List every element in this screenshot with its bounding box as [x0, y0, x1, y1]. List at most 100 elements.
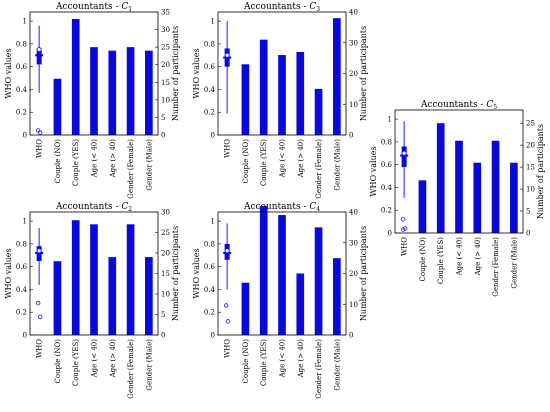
- chart-title-subscript: 5: [493, 104, 497, 111]
- chart-title-text: Accountants -: [243, 2, 309, 12]
- left-tick-label: 0.6: [204, 63, 216, 71]
- right-tick-label: 15: [161, 79, 170, 87]
- y-axis-label-right: Number of participants: [171, 226, 180, 321]
- right-tick-label: 25: [161, 44, 170, 52]
- category-label: Couple (YES): [72, 139, 80, 186]
- right-tick-label: 10: [526, 186, 535, 194]
- bar: [314, 227, 323, 335]
- right-tick-label: 35: [161, 9, 170, 17]
- bar: [333, 258, 341, 335]
- bar: [259, 39, 268, 135]
- chart-title-text: Accountants -: [420, 100, 486, 110]
- boxplot-mean: [36, 248, 42, 254]
- right-tick-label: 10: [161, 291, 170, 299]
- right-tick-label: 30: [349, 39, 358, 47]
- left-tick-label: 0.4: [381, 184, 393, 192]
- left-tick-label: 0.4: [16, 286, 28, 294]
- y-axis-label-right: Number of participants: [171, 26, 180, 121]
- right-tick-label: 10: [349, 301, 358, 309]
- chart-panel-c3: Accountants - C300.20.40.60.81010203040W…: [192, 2, 368, 199]
- category-label: Couple (YES): [72, 339, 80, 386]
- chart-title: Accountants - C3: [243, 2, 320, 13]
- y-axis-label-left: WHO values: [192, 48, 201, 98]
- category-label: WHO: [224, 139, 232, 158]
- bar: [71, 220, 80, 335]
- y-axis-label-left: WHO values: [4, 48, 13, 98]
- right-tick-label: 30: [161, 26, 170, 34]
- left-tick-label: 0.6: [381, 161, 393, 169]
- left-tick-label: 0.4: [204, 286, 216, 294]
- left-tick-label: 0.4: [204, 86, 216, 94]
- left-tick-label: 1: [211, 218, 215, 226]
- category-label: Couple (YES): [437, 237, 445, 284]
- category-label: Gender (Female): [127, 339, 135, 399]
- right-tick-label: 5: [161, 311, 165, 319]
- right-tick-label: 25: [526, 120, 535, 128]
- chart-panel-c2: Accountants - C200.20.40.60.810510152025…: [4, 202, 180, 399]
- category-label: Couple (NO): [242, 139, 250, 184]
- bar: [491, 140, 500, 233]
- boxplot-outlier: [400, 217, 406, 222]
- left-tick-label: 0: [211, 132, 215, 140]
- boxplot-outlier: [223, 303, 229, 308]
- chart-panel-c5: Accountants - C500.20.40.60.810510152025…: [369, 100, 545, 297]
- boxplot-mean: [224, 248, 230, 254]
- category-label: Gender (Male): [333, 339, 341, 391]
- right-tick-label: 20: [526, 142, 535, 150]
- category-label: Age (< 40): [456, 237, 464, 277]
- left-tick-label: 1: [23, 18, 27, 26]
- bar: [90, 224, 98, 335]
- right-tick-label: 0: [526, 230, 530, 238]
- bar: [333, 18, 341, 135]
- chart-title-variable: C: [121, 202, 128, 212]
- category-label: Gender (Male): [145, 339, 153, 391]
- chart-panel-c4: Accountants - C400.20.40.60.81010203040W…: [192, 202, 368, 399]
- category-label: Couple (YES): [260, 339, 268, 386]
- left-tick-label: 0.2: [204, 109, 215, 117]
- left-tick-label: 0.6: [16, 263, 28, 271]
- boxplot-box: [401, 146, 407, 167]
- bar: [126, 47, 135, 136]
- left-tick-label: 0.8: [204, 240, 215, 248]
- right-tick-label: 20: [349, 270, 358, 278]
- boxplot-outlier: [225, 319, 231, 324]
- bar: [259, 206, 268, 335]
- category-label: Gender (Male): [145, 139, 153, 191]
- bar: [278, 55, 286, 135]
- category-label: Couple (NO): [54, 339, 62, 384]
- right-tick-label: 25: [161, 229, 170, 237]
- bar: [53, 78, 62, 135]
- boxplot-outlier: [35, 128, 41, 133]
- y-axis-label-left: WHO values: [192, 248, 201, 298]
- category-label: Gender (Female): [315, 339, 323, 399]
- right-tick-label: 20: [161, 250, 170, 258]
- y-axis-label-right: Number of participants: [359, 226, 368, 321]
- bar: [455, 140, 463, 233]
- category-label: Gender (Male): [510, 237, 518, 289]
- right-tick-label: 15: [526, 164, 535, 172]
- chart-title-variable: C: [121, 2, 128, 12]
- chart-title: Accountants - C2: [55, 202, 132, 213]
- right-tick-label: 5: [161, 114, 165, 122]
- chart-title-text: Accountants -: [55, 202, 121, 212]
- left-tick-label: 0.4: [16, 86, 28, 94]
- right-tick-label: 5: [526, 208, 530, 216]
- left-tick-label: 1: [211, 18, 215, 26]
- bar: [71, 19, 80, 135]
- bar: [510, 162, 518, 233]
- right-tick-label: 20: [161, 61, 170, 69]
- left-tick-label: 0.8: [381, 138, 392, 146]
- bar: [473, 162, 482, 233]
- left-tick-label: 0: [211, 332, 215, 340]
- chart-title-text: Accountants -: [243, 202, 309, 212]
- category-label: Age (< 40): [91, 139, 99, 179]
- left-tick-label: 0: [388, 230, 392, 238]
- y-axis-label-left: WHO values: [369, 146, 378, 196]
- category-label: Age (< 40): [91, 339, 99, 379]
- plot-frame: [394, 109, 524, 234]
- right-tick-label: 10: [161, 96, 170, 104]
- right-tick-label: 40: [349, 9, 358, 17]
- right-tick-label: 20: [349, 70, 358, 78]
- boxplot-outlier: [400, 227, 406, 232]
- right-tick-label: 0: [349, 332, 353, 340]
